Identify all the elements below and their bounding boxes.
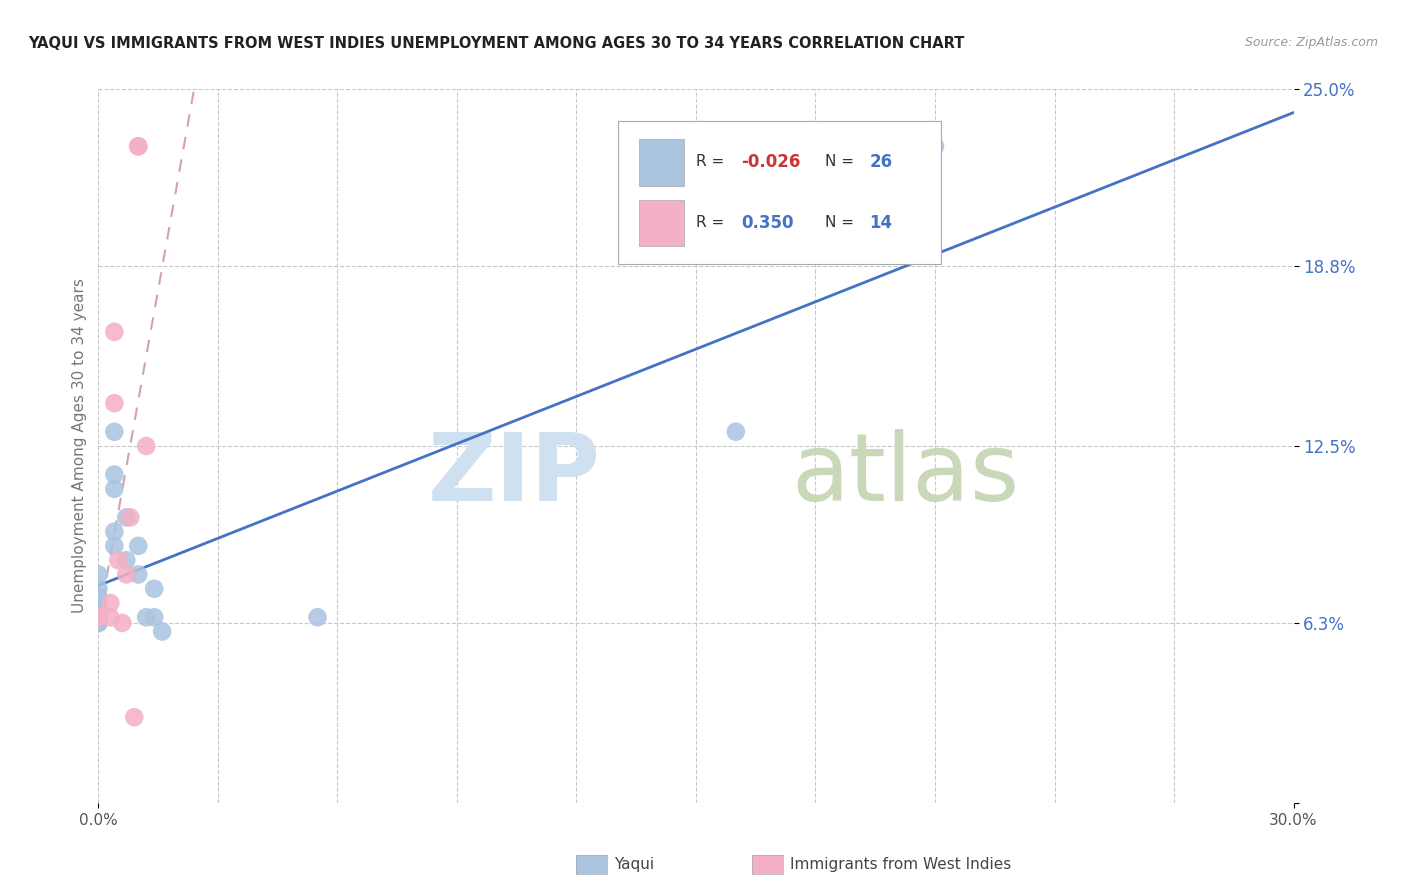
Point — [87, 610, 110, 624]
Point — [103, 539, 125, 553]
Text: 26: 26 — [869, 153, 893, 171]
Text: 14: 14 — [869, 214, 893, 232]
Point — [127, 567, 149, 582]
Point — [103, 524, 125, 539]
Text: N =: N = — [825, 215, 859, 230]
Point — [127, 139, 149, 153]
Point — [103, 482, 125, 496]
Point — [103, 467, 125, 482]
Text: atlas: atlas — [792, 428, 1019, 521]
Y-axis label: Unemployment Among Ages 30 to 34 years: Unemployment Among Ages 30 to 34 years — [72, 278, 87, 614]
Point — [87, 610, 110, 624]
Point — [724, 425, 747, 439]
Point — [135, 439, 157, 453]
Point — [87, 591, 110, 605]
Point — [127, 539, 149, 553]
Point — [87, 596, 110, 610]
Point — [307, 610, 329, 624]
Text: N =: N = — [825, 154, 859, 169]
Point — [87, 610, 110, 624]
FancyBboxPatch shape — [619, 121, 941, 264]
Text: Yaqui: Yaqui — [614, 857, 655, 871]
Point — [87, 610, 110, 624]
Point — [87, 582, 110, 596]
Point — [150, 624, 173, 639]
Point — [127, 139, 149, 153]
Text: 0.350: 0.350 — [741, 214, 794, 232]
Point — [115, 567, 138, 582]
Text: -0.026: -0.026 — [741, 153, 801, 171]
Point — [120, 510, 142, 524]
Point — [143, 610, 166, 624]
Point — [87, 615, 110, 630]
Text: R =: R = — [696, 215, 730, 230]
Point — [124, 710, 146, 724]
Point — [87, 601, 110, 615]
Text: Source: ZipAtlas.com: Source: ZipAtlas.com — [1244, 36, 1378, 49]
FancyBboxPatch shape — [638, 139, 685, 186]
Point — [87, 615, 110, 630]
Point — [143, 582, 166, 596]
Text: R =: R = — [696, 154, 730, 169]
Point — [98, 610, 122, 624]
Text: ZIP: ZIP — [427, 428, 600, 521]
Point — [111, 615, 134, 630]
Point — [135, 610, 157, 624]
Point — [115, 553, 138, 567]
Point — [924, 139, 946, 153]
Point — [103, 325, 125, 339]
Point — [103, 425, 125, 439]
Point — [103, 396, 125, 410]
Point — [115, 510, 138, 524]
Text: Immigrants from West Indies: Immigrants from West Indies — [790, 857, 1011, 871]
Point — [87, 567, 110, 582]
Text: YAQUI VS IMMIGRANTS FROM WEST INDIES UNEMPLOYMENT AMONG AGES 30 TO 34 YEARS CORR: YAQUI VS IMMIGRANTS FROM WEST INDIES UNE… — [28, 36, 965, 51]
FancyBboxPatch shape — [638, 200, 685, 246]
Point — [98, 596, 122, 610]
Point — [107, 553, 129, 567]
Point — [87, 601, 110, 615]
